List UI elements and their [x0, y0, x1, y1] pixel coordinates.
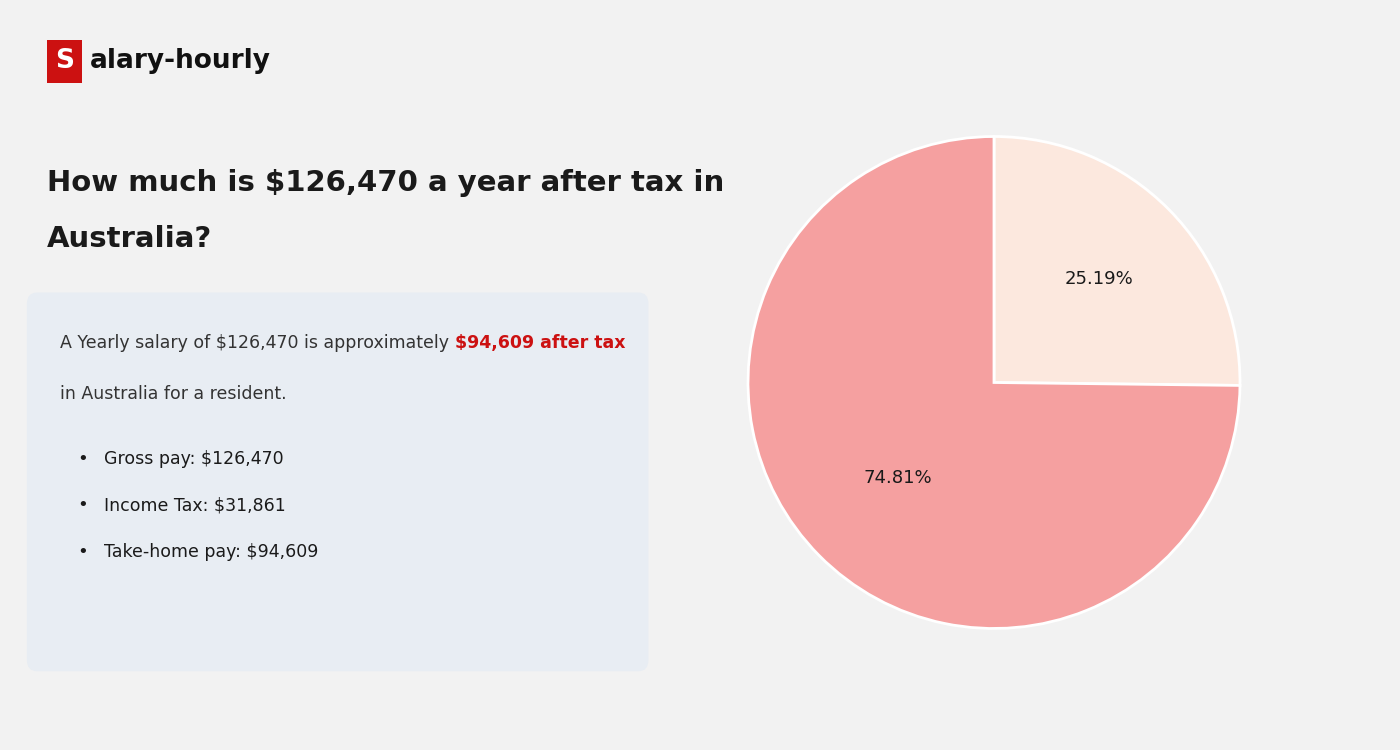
Text: $94,609 after tax: $94,609 after tax: [455, 334, 626, 352]
Text: A Yearly salary of $126,470 is approximately: A Yearly salary of $126,470 is approxima…: [60, 334, 455, 352]
Text: How much is $126,470 a year after tax in: How much is $126,470 a year after tax in: [48, 169, 724, 196]
Text: Australia?: Australia?: [48, 225, 213, 253]
Text: 25.19%: 25.19%: [1064, 270, 1134, 288]
Text: in Australia for a resident.: in Australia for a resident.: [60, 385, 287, 403]
Legend: Income Tax, Take-home Pay: Income Tax, Take-home Pay: [818, 0, 1170, 4]
Text: •: •: [77, 543, 88, 561]
FancyBboxPatch shape: [27, 292, 648, 671]
Text: Income Tax: $31,861: Income Tax: $31,861: [104, 496, 286, 514]
Text: S: S: [55, 48, 74, 74]
Text: •: •: [77, 450, 88, 468]
Text: 74.81%: 74.81%: [864, 469, 932, 487]
Wedge shape: [748, 136, 1240, 628]
Text: Gross pay: $126,470: Gross pay: $126,470: [104, 450, 284, 468]
Text: •: •: [77, 496, 88, 514]
FancyBboxPatch shape: [48, 40, 83, 83]
Wedge shape: [994, 136, 1240, 386]
Text: alary-hourly: alary-hourly: [90, 48, 272, 74]
Text: Take-home pay: $94,609: Take-home pay: $94,609: [104, 543, 319, 561]
